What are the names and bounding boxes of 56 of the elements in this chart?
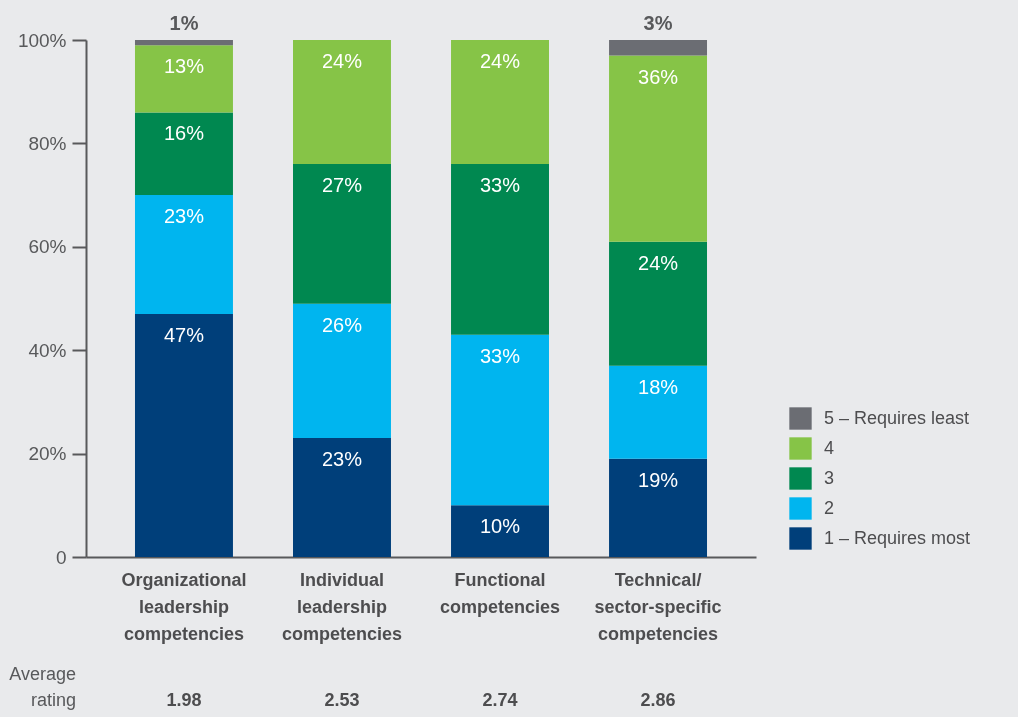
data-label: 36% <box>638 65 679 88</box>
x-tick-label: Organizational leadership competencies <box>121 569 247 644</box>
y-tick-label: 60% <box>28 236 67 258</box>
text: 2.86 <box>640 690 676 710</box>
bar <box>609 241 708 366</box>
data-label: 16% <box>163 122 205 145</box>
data-label: 33% <box>479 174 521 197</box>
x-tick-label: Technical/sector-specific competencies <box>594 569 722 644</box>
legend-label: 1 – Requires most <box>824 527 971 548</box>
text: 2.74 <box>482 690 518 710</box>
data-label: 23% <box>321 448 363 471</box>
legend-label: 2 <box>824 497 835 518</box>
y-tick-label: 40% <box>28 339 67 361</box>
bar <box>609 40 708 56</box>
bar <box>451 164 549 335</box>
bar <box>451 40 549 165</box>
legend-label: 4 <box>824 437 835 458</box>
bar <box>293 438 391 557</box>
data-label: 19% <box>638 468 679 491</box>
bar <box>134 40 233 46</box>
bar <box>609 55 708 242</box>
data-label: 27% <box>321 174 363 197</box>
text: 2.53 <box>324 690 360 710</box>
bar <box>451 505 549 557</box>
data-label: 24% <box>479 50 521 72</box>
data-label: 23% <box>163 205 205 228</box>
bar <box>609 458 708 557</box>
x-tick-label: Individual leadership competencies <box>281 569 403 644</box>
bar <box>293 40 391 165</box>
data-label: 1% <box>169 12 199 34</box>
bar <box>609 365 708 459</box>
y-tick-label: 0 <box>55 546 67 568</box>
bar <box>134 314 233 557</box>
data-label: 13% <box>163 55 205 78</box>
bar <box>134 112 233 196</box>
data-label: 24% <box>638 251 679 274</box>
bar <box>293 164 391 304</box>
data-label: 18% <box>638 375 679 398</box>
data-label: 33% <box>479 344 521 367</box>
y-tick-label: 100% <box>17 29 67 51</box>
y-tick-label: 20% <box>28 443 67 465</box>
bar <box>451 334 549 506</box>
legend-label: 5 – Requires least <box>824 407 970 428</box>
y-tick-label: 80% <box>28 132 67 154</box>
legend-label: 3 <box>824 467 835 488</box>
data-label: 3% <box>643 12 673 34</box>
data-label: 24% <box>321 50 363 72</box>
text: Average rating <box>9 664 76 710</box>
x-tick-label: Functional competencies <box>439 569 561 617</box>
bar <box>134 195 233 315</box>
text: 1.98 <box>166 690 202 710</box>
bar <box>293 303 391 439</box>
data-label: 10% <box>479 515 521 538</box>
data-label: 47% <box>163 324 205 347</box>
bar <box>134 45 233 113</box>
data-label: 26% <box>321 313 363 336</box>
